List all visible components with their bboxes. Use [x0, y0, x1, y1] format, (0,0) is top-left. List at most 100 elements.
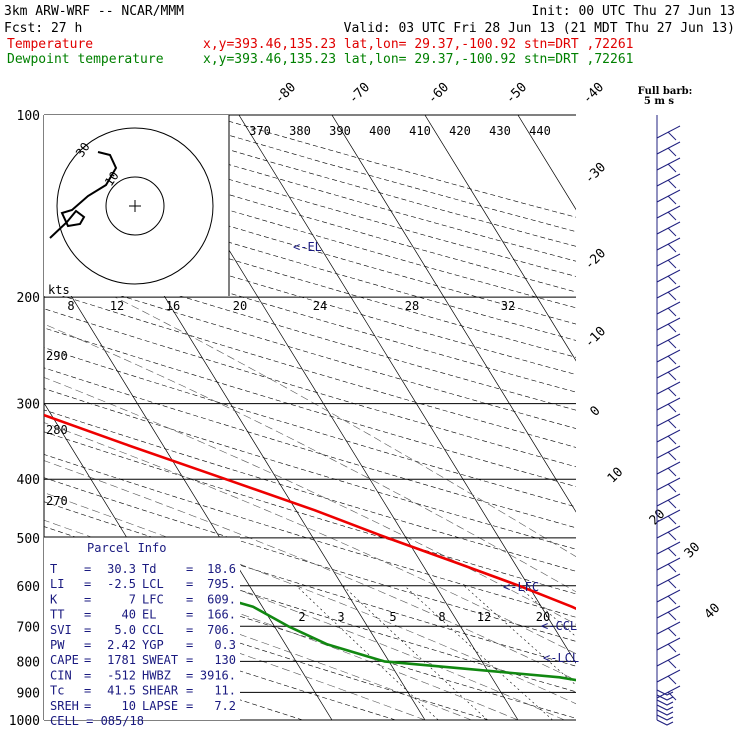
- dry-adiabat: [44, 253, 576, 411]
- parcel-equals: =: [84, 623, 91, 637]
- parcel-value: 11.: [214, 684, 236, 698]
- parcel-equals: =: [186, 638, 193, 652]
- hodograph-speed-label: 16: [166, 299, 180, 313]
- theta-label: 390: [329, 124, 351, 138]
- temperature-legend: Temperature: [7, 37, 93, 52]
- parcel-equals: =: [84, 592, 91, 606]
- isotherm-label: -80: [272, 80, 299, 107]
- parcel-equals: =: [186, 562, 193, 576]
- parcel-value: 7: [129, 592, 136, 606]
- wind-barb: [656, 349, 681, 365]
- parcel-key: SHEAR: [142, 684, 179, 698]
- parcel-value: 130: [214, 653, 236, 667]
- parcel-value: 18.6: [207, 562, 236, 576]
- parcel-value: -2.5: [107, 577, 136, 591]
- parcel-key: TT: [50, 608, 64, 622]
- parcel-key: LCL: [142, 577, 164, 591]
- wind-barb: [656, 285, 681, 301]
- dry-adiabat: [44, 202, 576, 358]
- parcel-equals: =: [84, 684, 91, 698]
- wind-barb: [656, 461, 681, 477]
- parcel-key: T: [50, 562, 57, 576]
- parcel-key: EL: [142, 608, 156, 622]
- hodograph-ring-outer: [56, 127, 214, 285]
- wind-barb: [656, 525, 681, 541]
- parcel-equals: =: [84, 668, 91, 682]
- hodograph-speed-label: 12: [110, 299, 124, 313]
- temperature-line: [44, 413, 576, 611]
- isotherm-line: [44, 251, 333, 720]
- wind-barb: [656, 125, 681, 141]
- parcel-equals: =: [84, 577, 91, 591]
- parcel-key: CCL: [142, 623, 164, 637]
- parcel-key: CAPE: [50, 653, 79, 667]
- wind-barb-low: [656, 699, 674, 706]
- parcel-key: SREH: [50, 699, 79, 713]
- wind-barb: [656, 669, 681, 685]
- parcel-value: 7.2: [214, 699, 236, 713]
- valid-time: Valid: 03 UTC Fri 28 Jun 13 (21 MDT Thu …: [344, 21, 735, 36]
- hodograph-units: kts: [48, 283, 70, 297]
- wind-barb: [656, 637, 681, 653]
- wind-barb-low: [656, 694, 674, 701]
- parcel-value: 2.42: [107, 638, 136, 652]
- hodograph-ring-label: 30: [73, 140, 93, 160]
- parcel-key: LFC: [142, 592, 164, 606]
- parcel-equals: =: [84, 638, 91, 652]
- wind-barb: [656, 173, 681, 189]
- wind-barb: [656, 605, 681, 621]
- parcel-equals: =: [186, 684, 193, 698]
- parcel-key: PW: [50, 638, 65, 652]
- wind-barb: [656, 365, 681, 381]
- wind-barb: [656, 541, 681, 557]
- mixing-ratio-label: 2: [298, 610, 305, 624]
- wind-barb: [656, 253, 681, 269]
- parcel-value: 5.0: [114, 623, 136, 637]
- hodograph-speed-label: 28: [405, 299, 419, 313]
- isotherm-label: 40: [702, 601, 724, 623]
- mixing-ratio-label: 12: [477, 610, 491, 624]
- parcel-value: 1781: [107, 653, 136, 667]
- moist-adiabat: [44, 422, 576, 655]
- isotherm-line: [331, 115, 576, 513]
- wind-barb: [656, 397, 681, 413]
- wind-barb: [656, 445, 681, 461]
- pressure-label: 100: [17, 109, 40, 124]
- hodograph-speed-label: 32: [501, 299, 515, 313]
- dry-adiabat: [206, 115, 576, 218]
- wind-barb: [656, 333, 681, 349]
- isotherm-label: -40: [580, 80, 607, 107]
- dry-adiabat: [44, 327, 576, 487]
- pressure-label: 500: [17, 532, 40, 547]
- parcel-equals: =: [186, 608, 193, 622]
- mixing-ratio-line: [342, 585, 488, 720]
- parcel-key: LI: [50, 577, 64, 591]
- side-theta-label: 280: [46, 423, 68, 437]
- pressure-label: 600: [17, 580, 40, 595]
- isotherm-line: [611, 115, 740, 720]
- dewpoint-location: x,y=393.46,135.23 lat,lon= 29.37,-100.92…: [203, 52, 633, 67]
- parcel-info-title: Parcel Info: [87, 541, 166, 555]
- wind-barb: [656, 685, 681, 701]
- parcel-key: K: [50, 592, 58, 606]
- mixing-ratio-label: 20: [536, 610, 550, 624]
- wind-barb: [656, 413, 681, 429]
- level-marker-label: <-EL: [293, 240, 322, 254]
- forecast-hour: Fcst: 27 h: [4, 21, 82, 36]
- wind-barb-low: [656, 704, 674, 711]
- wind-barb-low: [656, 719, 674, 726]
- parcel-equals: =: [186, 623, 193, 637]
- barb-legend-line2: 5 m s: [644, 96, 675, 107]
- pressure-label: 300: [17, 398, 40, 413]
- pressure-label: 900: [17, 686, 40, 701]
- wind-barb: [656, 205, 681, 221]
- pressure-label: 700: [17, 620, 40, 635]
- wind-barb-low: [656, 689, 674, 696]
- theta-label: 370: [249, 124, 271, 138]
- level-marker-label: <-CCL: [541, 619, 577, 633]
- wind-barb-low: [656, 714, 674, 721]
- parcel-value: 706.: [207, 623, 236, 637]
- model-title: 3km ARW-WRF -- NCAR/MMM: [4, 4, 184, 19]
- isotherm-label: -30: [582, 160, 609, 187]
